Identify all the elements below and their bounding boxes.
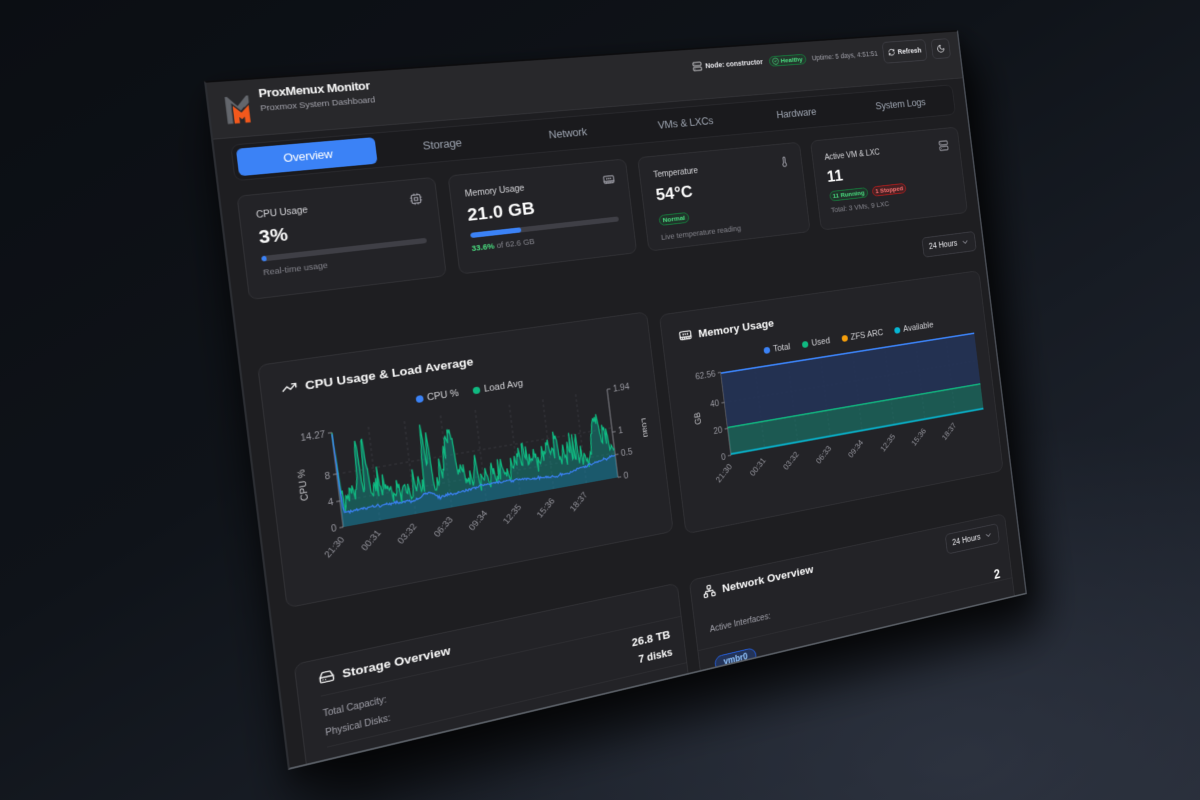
svg-text:20: 20 (713, 426, 723, 437)
svg-text:12:35: 12:35 (502, 503, 524, 527)
svg-text:14.27: 14.27 (300, 430, 326, 444)
svg-text:03:32: 03:32 (396, 522, 420, 546)
svg-text:1: 1 (618, 426, 624, 436)
svg-text:09:34: 09:34 (467, 509, 490, 533)
svg-text:15:36: 15:36 (910, 427, 928, 448)
svg-text:06:33: 06:33 (815, 444, 834, 466)
svg-text:4: 4 (327, 498, 334, 509)
svg-text:18:37: 18:37 (941, 421, 959, 442)
svg-text:1.94: 1.94 (613, 382, 631, 394)
svg-text:18:37: 18:37 (568, 490, 590, 513)
svg-text:06:33: 06:33 (432, 515, 455, 539)
svg-text:0: 0 (721, 453, 727, 463)
svg-text:00:31: 00:31 (360, 528, 384, 553)
svg-text:8: 8 (324, 471, 331, 482)
svg-text:62.56: 62.56 (695, 370, 716, 382)
svg-text:0.5: 0.5 (620, 447, 633, 458)
svg-text:21:30: 21:30 (715, 462, 735, 484)
svg-text:Load: Load (639, 417, 651, 438)
svg-text:GB: GB (692, 411, 703, 425)
svg-text:40: 40 (710, 399, 720, 409)
svg-text:09:34: 09:34 (847, 438, 866, 459)
svg-text:21:30: 21:30 (323, 535, 348, 560)
svg-text:0: 0 (331, 524, 338, 535)
svg-text:00:31: 00:31 (749, 456, 769, 478)
svg-text:CPU %: CPU % (295, 469, 311, 502)
svg-text:15:36: 15:36 (535, 496, 557, 519)
svg-text:0: 0 (623, 471, 629, 481)
svg-text:03:32: 03:32 (782, 450, 801, 472)
svg-text:12:35: 12:35 (879, 432, 897, 453)
